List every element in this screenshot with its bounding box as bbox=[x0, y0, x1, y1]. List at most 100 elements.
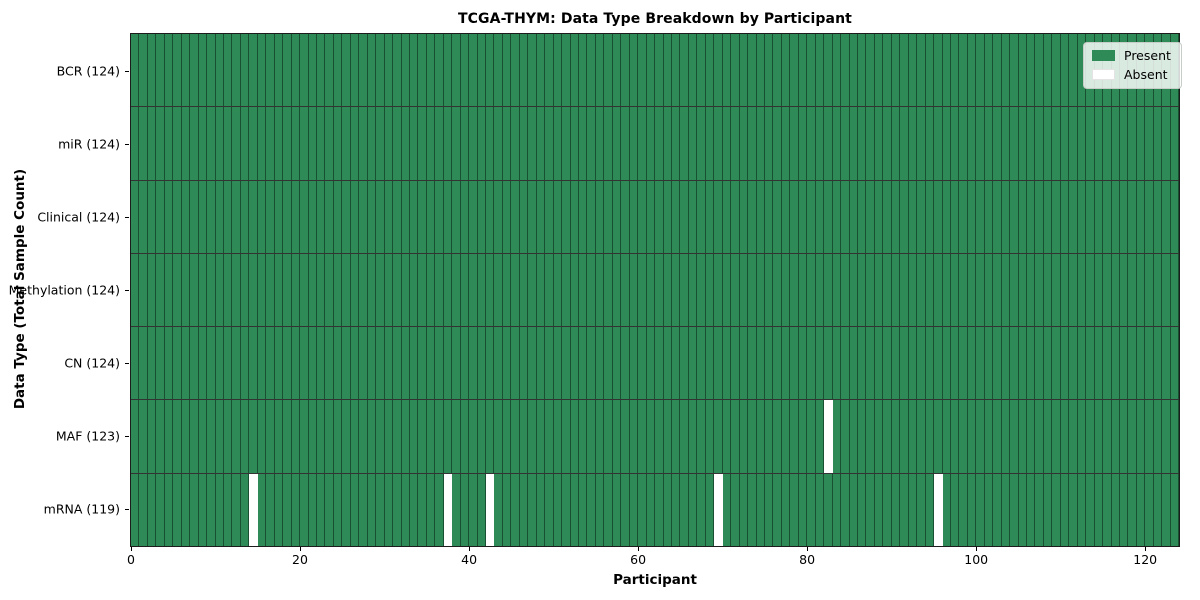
heatmap-cell bbox=[731, 34, 740, 107]
heatmap-cell bbox=[562, 327, 571, 400]
heatmap-cell bbox=[672, 34, 681, 107]
heatmap-cell bbox=[815, 400, 825, 473]
heatmap-cell bbox=[917, 34, 926, 107]
heatmap-cell bbox=[164, 473, 174, 546]
heatmap-cell bbox=[604, 180, 613, 253]
heatmap-cell bbox=[1120, 253, 1129, 327]
heatmap-cell bbox=[1077, 34, 1087, 107]
heatmap-cell bbox=[883, 107, 892, 180]
heatmap-cell bbox=[764, 180, 774, 253]
heatmap-cell bbox=[384, 327, 394, 400]
heatmap-cell bbox=[190, 473, 199, 546]
heatmap-cell bbox=[139, 253, 148, 327]
heatmap-cell bbox=[147, 180, 157, 253]
heatmap-cell bbox=[207, 107, 216, 180]
heatmap-cell bbox=[883, 400, 892, 473]
heatmap-cell bbox=[646, 253, 656, 327]
heatmap-cell bbox=[621, 327, 630, 400]
heatmap-cell bbox=[612, 180, 622, 253]
heatmap-cell bbox=[316, 400, 326, 473]
heatmap-cell bbox=[1027, 180, 1036, 253]
heatmap-cell bbox=[781, 400, 791, 473]
heatmap-cell bbox=[469, 327, 478, 400]
heatmap-cell bbox=[367, 107, 377, 180]
heatmap-cell bbox=[672, 400, 681, 473]
heatmap-cell bbox=[1052, 180, 1061, 253]
heatmap-cell bbox=[748, 180, 757, 253]
heatmap-cell bbox=[367, 34, 377, 107]
heatmap-cell bbox=[621, 473, 630, 546]
heatmap-cell bbox=[841, 473, 850, 546]
heatmap-cell bbox=[511, 400, 520, 473]
heatmap-cell bbox=[832, 473, 842, 546]
heatmap-cell bbox=[798, 253, 808, 327]
heatmap-cell bbox=[257, 253, 267, 327]
heatmap-cell bbox=[401, 34, 410, 107]
heatmap-cell bbox=[401, 400, 410, 473]
heatmap-cell bbox=[266, 180, 275, 253]
heatmap-cell bbox=[959, 107, 968, 180]
heatmap-cell bbox=[316, 473, 326, 546]
heatmap-cell bbox=[486, 327, 495, 400]
heatmap-cell bbox=[790, 253, 799, 327]
heatmap-cell bbox=[384, 400, 394, 473]
heatmap-cell bbox=[748, 107, 757, 180]
heatmap-cell bbox=[764, 473, 774, 546]
heatmap-cell bbox=[156, 107, 165, 180]
heatmap-cell bbox=[908, 253, 918, 327]
heatmap-cell bbox=[384, 253, 394, 327]
heatmap-cell bbox=[570, 107, 580, 180]
heatmap-cell bbox=[283, 253, 292, 327]
heatmap-cell bbox=[646, 400, 656, 473]
heatmap-cell bbox=[612, 473, 622, 546]
heatmap-cell bbox=[291, 327, 301, 400]
heatmap-cell bbox=[705, 473, 715, 546]
heatmap-cell bbox=[857, 253, 867, 327]
heatmap-cell bbox=[697, 180, 706, 253]
legend-swatch-absent bbox=[1092, 69, 1115, 81]
y-tick-mark bbox=[125, 363, 129, 365]
heatmap-cell bbox=[443, 107, 453, 180]
heatmap-cell bbox=[198, 34, 208, 107]
heatmap-cell bbox=[807, 34, 816, 107]
chart-title: TCGA-THYM: Data Type Breakdown by Partic… bbox=[458, 11, 852, 27]
heatmap-cell bbox=[232, 180, 241, 253]
heatmap-cell bbox=[477, 253, 487, 327]
heatmap-cell bbox=[215, 400, 224, 473]
heatmap-cell bbox=[688, 180, 698, 253]
heatmap-cell bbox=[486, 180, 495, 253]
heatmap-cell bbox=[1052, 34, 1061, 107]
heatmap-cell bbox=[655, 253, 664, 327]
heatmap-cell bbox=[519, 400, 529, 473]
heatmap-cell bbox=[874, 473, 884, 546]
heatmap-cell bbox=[1136, 180, 1146, 253]
heatmap-cell bbox=[680, 327, 689, 400]
heatmap-cell bbox=[528, 327, 537, 400]
heatmap-cell bbox=[764, 107, 774, 180]
heatmap-cell bbox=[1010, 473, 1019, 546]
heatmap-cell bbox=[680, 253, 689, 327]
heatmap-cell bbox=[1069, 180, 1078, 253]
heatmap-cell bbox=[748, 34, 757, 107]
heatmap-cell bbox=[359, 34, 368, 107]
heatmap-cell bbox=[350, 107, 360, 180]
heatmap-cell bbox=[815, 253, 825, 327]
heatmap-cell bbox=[232, 253, 241, 327]
heatmap-cell bbox=[1001, 253, 1011, 327]
heatmap-cell bbox=[714, 327, 723, 400]
heatmap-cell bbox=[1086, 400, 1095, 473]
heatmap-cell bbox=[993, 473, 1002, 546]
heatmap-cell bbox=[663, 327, 672, 400]
heatmap-row-methylation bbox=[131, 253, 1180, 328]
heatmap-cell bbox=[1145, 107, 1154, 180]
heatmap-cell bbox=[367, 253, 377, 327]
heatmap-cell bbox=[1018, 253, 1028, 327]
heatmap-cell bbox=[739, 34, 749, 107]
heatmap-cell bbox=[207, 180, 216, 253]
heatmap-cell bbox=[1145, 400, 1154, 473]
heatmap-cell bbox=[587, 34, 596, 107]
heatmap-cell bbox=[283, 400, 292, 473]
heatmap-cell bbox=[756, 327, 765, 400]
heatmap-cell bbox=[604, 34, 613, 107]
